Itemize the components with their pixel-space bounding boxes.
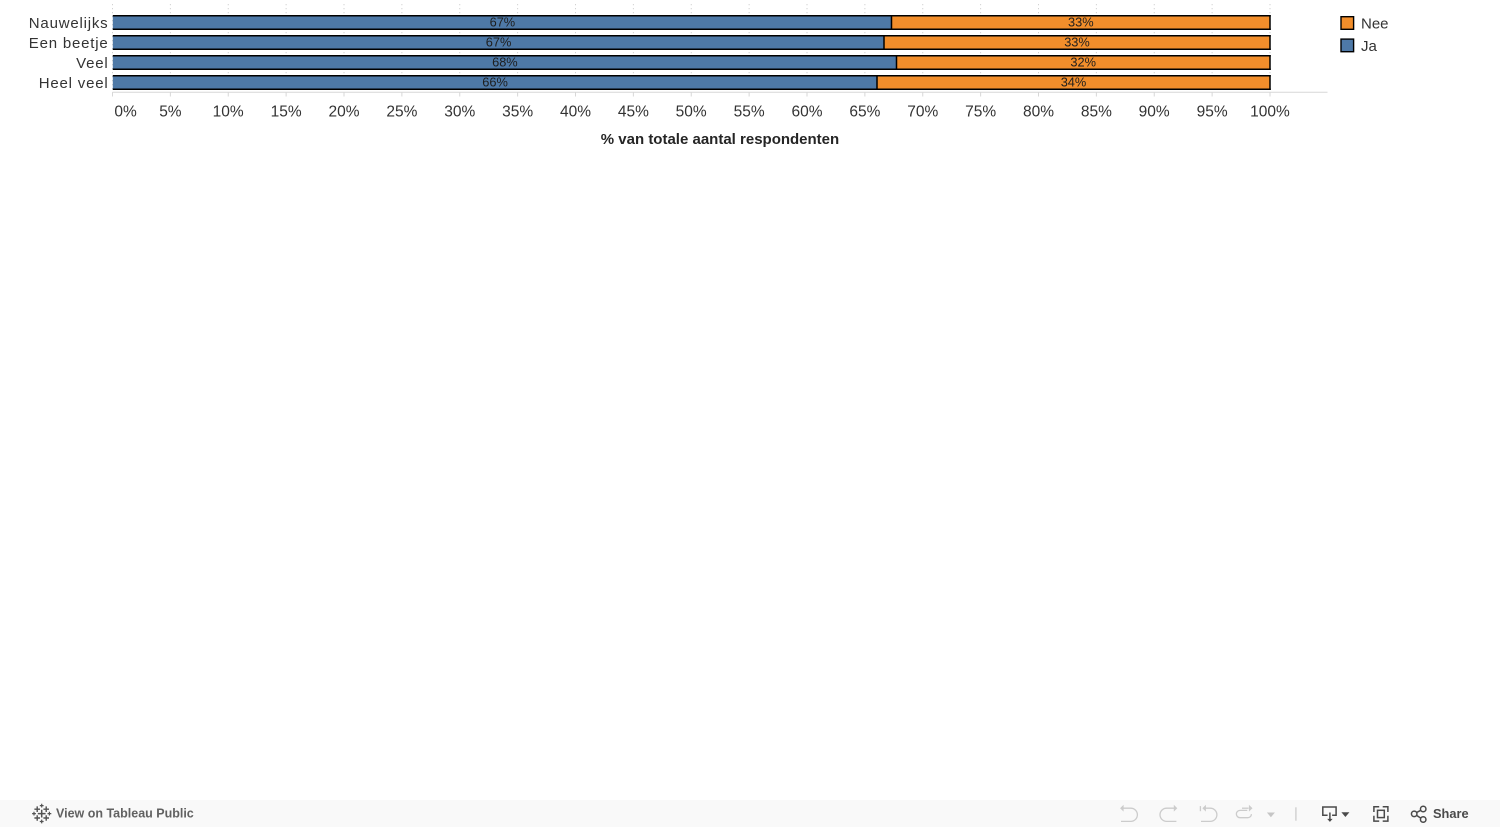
svg-text:32%: 32% [1070,55,1096,70]
svg-text:Ja: Ja [1361,38,1378,55]
svg-text:65%: 65% [849,103,880,120]
svg-text:Share: Share [1433,806,1469,821]
svg-text:33%: 33% [1068,15,1094,30]
svg-text:75%: 75% [965,103,996,120]
svg-text:70%: 70% [907,103,938,120]
svg-text:34%: 34% [1061,75,1087,90]
svg-text:40%: 40% [560,103,591,120]
svg-text:15%: 15% [271,103,302,120]
svg-text:Een beetje: Een beetje [29,35,109,52]
svg-text:68%: 68% [492,55,518,70]
svg-text:50%: 50% [676,103,707,120]
svg-text:67%: 67% [486,35,512,50]
svg-text:Veel: Veel [76,55,108,72]
svg-text:66%: 66% [482,75,508,90]
svg-text:45%: 45% [618,103,649,120]
svg-text:10%: 10% [213,103,244,120]
svg-text:30%: 30% [444,103,475,120]
svg-text:85%: 85% [1081,103,1112,120]
svg-text:% van totale aantal respondent: % van totale aantal respondenten [601,131,839,148]
svg-text:35%: 35% [502,103,533,120]
svg-text:33%: 33% [1064,35,1090,50]
svg-text:0%: 0% [114,103,137,120]
svg-text:20%: 20% [328,103,359,120]
svg-text:25%: 25% [386,103,417,120]
svg-text:5%: 5% [159,103,182,120]
svg-text:90%: 90% [1139,103,1170,120]
svg-text:Nee: Nee [1361,15,1389,32]
svg-text:67%: 67% [490,15,516,30]
svg-text:80%: 80% [1023,103,1054,120]
svg-text:95%: 95% [1197,103,1228,120]
svg-text:Nauwelijks: Nauwelijks [29,15,109,32]
svg-text:100%: 100% [1250,103,1290,120]
svg-text:55%: 55% [734,103,765,120]
svg-text:60%: 60% [791,103,822,120]
svg-text:View on Tableau Public: View on Tableau Public [56,807,194,821]
svg-text:Heel veel: Heel veel [39,75,109,92]
